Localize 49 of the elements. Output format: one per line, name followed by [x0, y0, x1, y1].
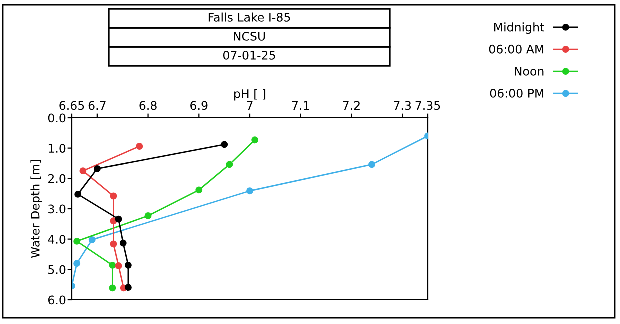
point: [226, 161, 234, 168]
x-tick-label: 7.3: [394, 101, 412, 110]
y-tick-label: 3.0: [48, 204, 66, 214]
point: [120, 240, 127, 247]
point: [115, 216, 122, 223]
point: [136, 143, 144, 150]
legend-label: 06:00 PM: [490, 88, 544, 98]
point: [109, 262, 116, 269]
text: 07-01-25: [223, 50, 276, 60]
point: [110, 192, 118, 200]
point: [124, 284, 132, 292]
legend-label: 06:00 AM: [489, 44, 544, 54]
chart-subtitle: NCSU: [234, 32, 266, 41]
point: [252, 136, 259, 144]
y-axis-title: Water Depth [m]: [30, 160, 42, 258]
point: [196, 186, 203, 194]
chart-title: Falls Lake I-85: [208, 12, 290, 22]
y-tick-label: 2.0: [48, 174, 66, 184]
point: [124, 262, 132, 269]
point: [109, 284, 116, 292]
y-tick-label: 1.0: [48, 144, 66, 153]
x-tick-label: 6.65: [60, 101, 84, 110]
point: [110, 240, 118, 248]
point: [110, 218, 118, 225]
point: [74, 238, 81, 245]
y-tick-label: 0.0: [48, 114, 66, 123]
legend-label: Noon: [515, 67, 544, 76]
x-tick-label: 7.1: [292, 101, 310, 110]
point: [368, 161, 376, 168]
x-tick-label: 7.35: [416, 101, 440, 110]
point: [74, 260, 81, 268]
point: [74, 190, 82, 198]
x-tick-label: 7: [247, 101, 253, 110]
y-tick-label: 4.0: [48, 235, 66, 244]
point: [246, 188, 254, 195]
point: [80, 168, 87, 175]
y-tick-label: 5.0: [48, 265, 66, 274]
legend-label: Midnight: [494, 22, 544, 34]
point: [115, 262, 122, 270]
point: [94, 165, 101, 172]
x-axis-title: pH [ ]: [234, 89, 266, 101]
x-tick-label: 6.7: [88, 101, 106, 110]
x-tick-label: 6.8: [140, 101, 157, 110]
x-tick-label: 7.2: [343, 101, 360, 110]
x-tick-label: 6.9: [190, 101, 208, 110]
point: [144, 212, 152, 220]
point: [88, 236, 96, 244]
point: [221, 141, 228, 148]
y-tick-label: 6.0: [48, 296, 66, 305]
